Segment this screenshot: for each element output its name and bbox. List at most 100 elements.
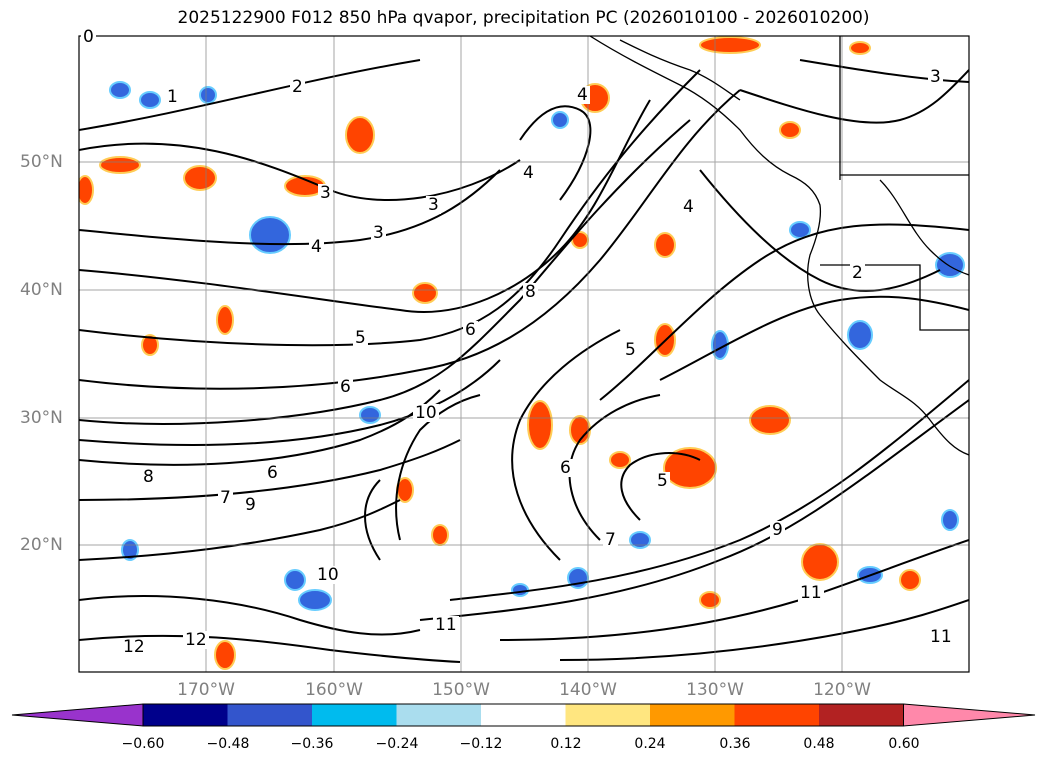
colorbar-extend-low	[11, 703, 144, 727]
map-background	[79, 36, 969, 672]
contour-label: 0	[83, 27, 94, 47]
lon-label-120w: 120°W	[813, 680, 871, 700]
contour-label-bg	[655, 472, 670, 490]
contour-label: 2	[852, 263, 863, 283]
colorbar	[11, 703, 1036, 727]
contour-label: 8	[525, 282, 536, 302]
lon-label-150w: 150°W	[432, 680, 490, 700]
contour-label: 10	[415, 403, 437, 423]
precip-patch	[214, 640, 236, 670]
contour-label-bg	[463, 321, 478, 339]
colorbar-bin	[481, 704, 566, 726]
contour-label: 3	[320, 183, 331, 203]
contour-label-bg	[928, 628, 954, 646]
contour-label-bg	[290, 78, 305, 96]
contour-label: 12	[185, 630, 207, 650]
contour-label: 11	[435, 615, 457, 635]
precip-patch	[141, 334, 159, 356]
lat-label-20n: 20°N	[20, 535, 63, 555]
contour-label-bg	[603, 531, 618, 549]
precip-patch	[527, 400, 553, 450]
colorbar-bin	[565, 704, 650, 726]
precip-patch	[663, 447, 717, 489]
colorbar-tick: 0.48	[803, 736, 835, 752]
precip-patch	[654, 232, 676, 258]
colorbar-bin	[734, 704, 819, 726]
contour-label: 4	[311, 237, 322, 257]
precip-patch	[199, 86, 217, 104]
contour-label-bg	[623, 341, 638, 359]
lon-label-140w: 140°W	[559, 680, 617, 700]
precip-patch	[412, 282, 438, 304]
contour-label-bg	[183, 631, 209, 649]
colorbar-tick: −0.60	[121, 736, 165, 752]
contour-label: 6	[340, 377, 351, 397]
colorbar-bin	[650, 704, 735, 726]
colorbar-frame	[142, 703, 904, 727]
contour-label: 9	[772, 520, 783, 540]
contour-label-bg	[371, 224, 386, 242]
contour-label-bg	[928, 68, 943, 86]
lon-label-160w: 160°W	[305, 680, 363, 700]
contour-label: 3	[930, 67, 941, 87]
contour-label-bg	[81, 28, 96, 46]
precip-patch	[249, 216, 291, 254]
colorbar-extend-high	[903, 703, 1036, 727]
contour-label-bg	[850, 264, 865, 282]
contour-label-bg	[521, 164, 536, 182]
lat-label-40n: 40°N	[20, 280, 63, 300]
contour-label: 3	[373, 223, 384, 243]
contour-label-bg	[265, 464, 280, 482]
precip-patch	[801, 543, 839, 581]
precip-patch	[345, 116, 375, 154]
contour-label: 5	[355, 328, 366, 348]
precip-patch	[109, 81, 131, 99]
contour-label: 3	[428, 195, 439, 215]
contour-label-bg	[318, 184, 333, 202]
precip-patch	[935, 252, 965, 278]
contour-label-bg	[165, 88, 180, 106]
precip-patch	[298, 589, 332, 611]
contour-label: 4	[523, 163, 534, 183]
lon-label-170w: 170°W	[177, 680, 235, 700]
colorbar-tick: 0.24	[634, 736, 666, 752]
contour-label: 5	[657, 471, 668, 491]
contour-label-bg	[575, 86, 590, 104]
map-frame	[78, 35, 970, 673]
contour-label-bg	[681, 198, 696, 216]
contour-label: 6	[465, 320, 476, 340]
map-title: 2025122900 F012 850 hPa qvapor, precipit…	[177, 8, 870, 28]
colorbar-tick: 0.12	[550, 736, 582, 752]
lon-label-130w: 130°W	[686, 680, 744, 700]
precip-patch	[511, 583, 529, 597]
contour-label-bg	[523, 283, 538, 301]
precip-patch	[431, 524, 449, 546]
contour-label: 7	[605, 530, 616, 550]
colorbar-tick: −0.36	[290, 736, 334, 752]
contour-label: 4	[683, 197, 694, 217]
latlon-grid	[79, 36, 969, 672]
precip-patch	[183, 165, 217, 191]
contour-label-bg	[121, 638, 147, 656]
precip-patch	[779, 121, 801, 139]
colorbar-tick: −0.12	[459, 736, 503, 752]
contour-label-bg	[413, 404, 439, 422]
contour-label: 11	[930, 627, 952, 647]
contour-label-bg	[309, 238, 324, 256]
precip-patch	[789, 221, 811, 239]
contour-label-bg	[338, 378, 353, 396]
colorbar-bin	[143, 704, 228, 726]
contour-label: 6	[560, 458, 571, 478]
colorbar-tick: −0.24	[375, 736, 419, 752]
colorbar-bin	[227, 704, 312, 726]
precip-patch	[847, 320, 873, 350]
coastlines	[589, 36, 969, 456]
colorbar-tick: 0.60	[888, 736, 920, 752]
contour-label-bg	[798, 584, 824, 602]
lat-label-50n: 50°N	[20, 152, 63, 172]
contour-label: 9	[245, 495, 256, 515]
precip-patch	[284, 569, 306, 591]
precip-patch	[849, 41, 871, 55]
